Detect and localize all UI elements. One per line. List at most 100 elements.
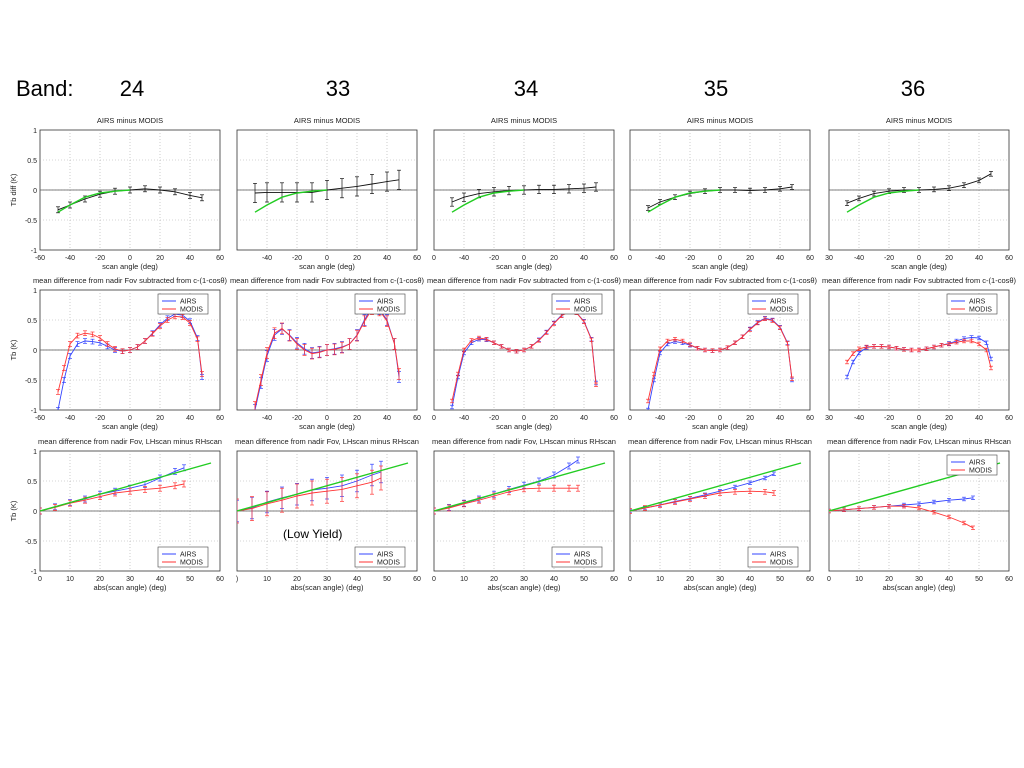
- x-tick-label: 0: [827, 576, 831, 583]
- panel-lh_minus_rh-33: ) 10 20 30 40 50 60 mean difference from nadir …: [235, 437, 421, 592]
- y-tick-label: -0.5: [25, 218, 37, 225]
- panel-nadir_difference-33: -40 -20 0 20 40 60 mean difference from nadir …: [230, 276, 425, 431]
- x-tick-label: 20: [156, 255, 164, 262]
- x-axis-label: scan angle (deg): [496, 262, 552, 271]
- x-tick-label: 40: [156, 576, 164, 583]
- x-tick-label: 50: [186, 576, 194, 583]
- series-line-green: [451, 189, 525, 213]
- panel-title: mean difference from nadir Fov subtracte…: [427, 276, 622, 285]
- x-axis-label: scan angle (deg): [496, 422, 552, 431]
- panel-lh_minus_rh-34: 0 10 20 30 40 50 60 mean difference from nadir …: [432, 437, 618, 592]
- x-tick-label: -20: [95, 415, 105, 422]
- x-axis-label: scan angle (deg): [692, 262, 748, 271]
- x-tick-label: 0: [522, 415, 526, 422]
- x-tick-label: 60: [806, 255, 814, 262]
- x-tick-label: 60: [1005, 415, 1013, 422]
- legend-label: AIRS: [574, 299, 591, 306]
- x-tick-label: 30: [915, 576, 923, 583]
- series-group: [253, 169, 401, 213]
- x-tick-label: 20: [945, 255, 953, 262]
- x-tick-label: 40: [580, 415, 588, 422]
- panel-title: mean difference from nadir Fov subtracte…: [822, 276, 1017, 285]
- x-tick-label: 40: [945, 576, 953, 583]
- x-tick-label: 20: [353, 415, 361, 422]
- y-tick-label: 0.5: [27, 318, 37, 325]
- y-tick-label: 0.5: [27, 479, 37, 486]
- x-tick-label: 0: [432, 576, 436, 583]
- y-tick-label: -0.5: [25, 539, 37, 546]
- x-tick-label: 20: [490, 576, 498, 583]
- x-tick-label: 40: [186, 255, 194, 262]
- x-tick-label: -40: [459, 255, 469, 262]
- x-tick-label: 60: [806, 576, 814, 583]
- series-group: [450, 182, 598, 213]
- x-tick-label: -40: [262, 415, 272, 422]
- x-tick-label: 60: [610, 255, 618, 262]
- x-tick-label: -20: [95, 255, 105, 262]
- legend-label: AIRS: [180, 552, 197, 559]
- x-tick-label: 60: [1005, 255, 1013, 262]
- x-tick-label: 0: [128, 255, 132, 262]
- y-tick-label: 0: [33, 188, 37, 195]
- y-tick-label: -1: [31, 248, 37, 255]
- x-tick-label: -20: [489, 255, 499, 262]
- panel-title: AIRS minus MODIS: [491, 116, 557, 125]
- legend-label: AIRS: [377, 552, 394, 559]
- legend-label: AIRS: [770, 552, 787, 559]
- panel-title: mean difference from nadir Fov subtracte…: [230, 276, 425, 285]
- panel-nadir_difference-34: 0 -40 -20 0 20 40 60 mean difference from nadir…: [427, 276, 622, 431]
- series-line-green: [254, 189, 328, 213]
- legend-label: MODIS: [377, 560, 400, 567]
- x-tick-label: 0: [325, 415, 329, 422]
- x-tick-label: 50: [580, 576, 588, 583]
- panel-title: mean difference from nadir Fov, LHscan m…: [628, 437, 812, 446]
- x-tick-label: -20: [292, 415, 302, 422]
- series-group: [237, 460, 409, 524]
- x-tick-label: 0: [432, 415, 436, 422]
- x-tick-label: 50: [383, 576, 391, 583]
- y-axis-label: Tb diff (K): [9, 173, 18, 206]
- x-tick-label: 60: [216, 255, 224, 262]
- x-tick-label: 40: [383, 415, 391, 422]
- legend-label: MODIS: [770, 560, 793, 567]
- y-tick-label: 0: [33, 509, 37, 516]
- x-tick-label: 0: [917, 415, 921, 422]
- x-tick-label: 0: [522, 255, 526, 262]
- x-tick-label: 40: [580, 255, 588, 262]
- x-tick-label: 0: [718, 415, 722, 422]
- x-tick-label: 10: [460, 576, 468, 583]
- panel-title: AIRS minus MODIS: [687, 116, 753, 125]
- series-line-green: [237, 462, 409, 512]
- y-tick-label: 0: [33, 348, 37, 355]
- y-axis-label: Tb (K): [9, 500, 18, 521]
- legend-label: MODIS: [969, 307, 992, 314]
- panel-title: mean difference from nadir Fov subtracte…: [33, 276, 228, 285]
- x-axis-label: abs(scan angle) (deg): [488, 583, 561, 592]
- x-tick-label: 20: [885, 576, 893, 583]
- series-group: [40, 462, 212, 515]
- x-axis-label: scan angle (deg): [299, 262, 355, 271]
- x-tick-label: -40: [854, 415, 864, 422]
- x-tick-label: 10: [263, 576, 271, 583]
- x-tick-label: -20: [489, 415, 499, 422]
- x-tick-label: 10: [656, 576, 664, 583]
- panel-title: mean difference from nadir Fov, LHscan m…: [827, 437, 1011, 446]
- panel-title: AIRS minus MODIS: [294, 116, 360, 125]
- x-tick-label: 60: [610, 415, 618, 422]
- x-tick-label: 40: [975, 255, 983, 262]
- series-group: [56, 185, 204, 214]
- legend-label: AIRS: [377, 299, 394, 306]
- panel-title: AIRS minus MODIS: [886, 116, 952, 125]
- band-number-24: 24: [119, 76, 145, 101]
- panel-lh_minus_rh-36: 0 10 20 30 40 50 60 mean difference from nadir …: [827, 437, 1013, 592]
- x-tick-label: 40: [975, 415, 983, 422]
- x-tick-label: 20: [945, 415, 953, 422]
- band-number-33: 33: [325, 76, 351, 101]
- legend-label: AIRS: [574, 552, 591, 559]
- x-tick-label: 60: [413, 255, 421, 262]
